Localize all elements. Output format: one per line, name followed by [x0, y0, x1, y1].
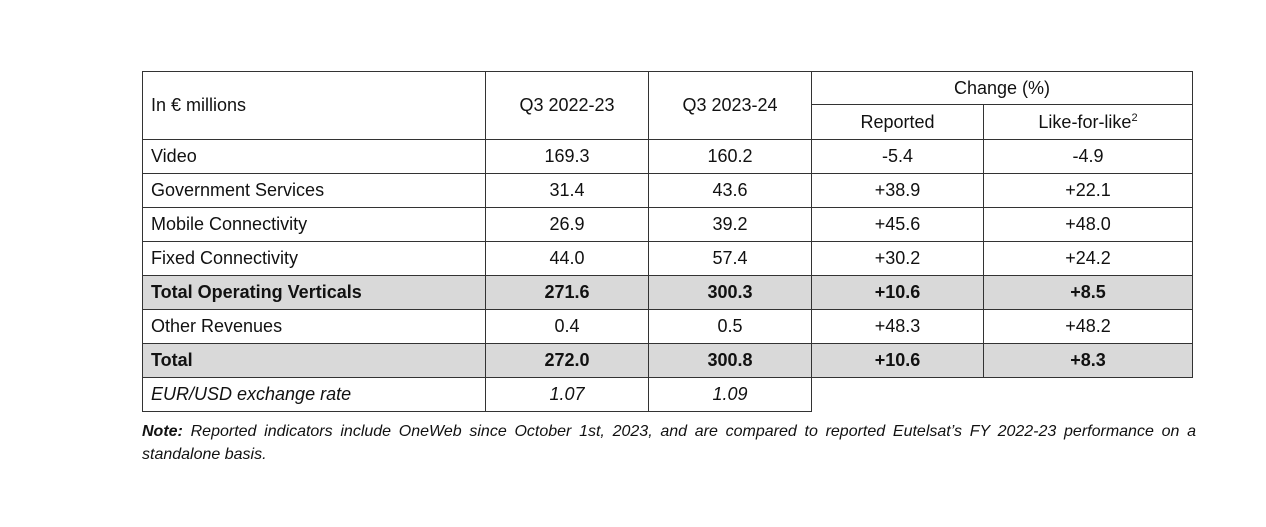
subtotal-row: Total Operating Verticals 271.6 300.3 +1… — [142, 275, 1193, 310]
cell-reported: +10.6 — [811, 275, 984, 310]
unit-label: In € millions — [142, 71, 486, 140]
row-label: Total — [142, 343, 486, 378]
row-label: Total Operating Verticals — [142, 275, 486, 310]
cell-q3-2023-24: 43.6 — [648, 173, 812, 208]
row-label: Video — [142, 139, 486, 174]
cell-q3-2022-23: 169.3 — [485, 139, 649, 174]
cell-q3-2023-24: 300.3 — [648, 275, 812, 310]
cell-like-for-like: +8.5 — [983, 275, 1193, 310]
cell-reported: -5.4 — [811, 139, 984, 174]
table-row: Other Revenues 0.4 0.5 +48.3 +48.2 — [142, 309, 1193, 344]
table-footnote: Note: Reported indicators include OneWeb… — [142, 420, 1196, 466]
cell-q3-2022-23: 0.4 — [485, 309, 649, 344]
cell-like-for-like: +48.2 — [983, 309, 1193, 344]
revenue-table: In € millions Q3 2022-23 Q3 2023-24 Chan… — [142, 71, 1193, 412]
header-row-2: Reported Like-for-like2 — [143, 104, 1193, 140]
cell-reported: +48.3 — [811, 309, 984, 344]
fx-rate-q3-2022-23: 1.07 — [485, 377, 649, 412]
cell-q3-2022-23: 272.0 — [485, 343, 649, 378]
table-row: Mobile Connectivity 26.9 39.2 +45.6 +48.… — [142, 207, 1193, 242]
cell-like-for-like: +48.0 — [983, 207, 1193, 242]
footnote-marker: 2 — [1131, 111, 1138, 124]
cell-reported: +38.9 — [811, 173, 984, 208]
note-prefix: Note: — [142, 423, 183, 440]
cell-like-for-like: +24.2 — [983, 241, 1193, 276]
change-group-header: Change (%) — [811, 71, 1193, 105]
cell-like-for-like: +8.3 — [983, 343, 1193, 378]
col-header-q3-2023-24: Q3 2023-24 — [648, 71, 812, 140]
row-label: Other Revenues — [142, 309, 486, 344]
col-header-q3-2022-23: Q3 2022-23 — [485, 71, 649, 140]
cell-q3-2022-23: 26.9 — [485, 207, 649, 242]
cell-like-for-like: -4.9 — [983, 139, 1193, 174]
cell-q3-2022-23: 271.6 — [485, 275, 649, 310]
cell-q3-2023-24: 300.8 — [648, 343, 812, 378]
col-header-like-for-like: Like-for-like2 — [983, 104, 1193, 140]
total-row: Total 272.0 300.8 +10.6 +8.3 — [142, 343, 1193, 378]
note-text: Reported indicators include OneWeb since… — [142, 423, 1196, 463]
cell-reported: +10.6 — [811, 343, 984, 378]
cell-q3-2023-24: 57.4 — [648, 241, 812, 276]
table-row: Fixed Connectivity 44.0 57.4 +30.2 +24.2 — [142, 241, 1193, 276]
cell-reported: +30.2 — [811, 241, 984, 276]
cell-q3-2023-24: 0.5 — [648, 309, 812, 344]
col-header-reported: Reported — [811, 104, 984, 140]
cell-like-for-like: +22.1 — [983, 173, 1193, 208]
cell-q3-2023-24: 160.2 — [648, 139, 812, 174]
cell-reported: +45.6 — [811, 207, 984, 242]
fx-rate-q3-2023-24: 1.09 — [648, 377, 812, 412]
table-row: Video 169.3 160.2 -5.4 -4.9 — [142, 139, 1193, 174]
row-label: Government Services — [142, 173, 486, 208]
table-row: Government Services 31.4 43.6 +38.9 +22.… — [142, 173, 1193, 208]
empty-cell — [812, 378, 984, 412]
row-label: Mobile Connectivity — [142, 207, 486, 242]
fx-rate-row: EUR/USD exchange rate 1.07 1.09 — [142, 377, 1193, 412]
fx-rate-label: EUR/USD exchange rate — [142, 377, 486, 412]
cell-q3-2022-23: 31.4 — [485, 173, 649, 208]
cell-q3-2023-24: 39.2 — [648, 207, 812, 242]
row-label: Fixed Connectivity — [142, 241, 486, 276]
like-for-like-text: Like-for-like — [1038, 111, 1132, 132]
empty-cell — [984, 378, 1193, 412]
header-row-1: In € millions Q3 2022-23 Q3 2023-24 Chan… — [142, 71, 1193, 140]
cell-q3-2022-23: 44.0 — [485, 241, 649, 276]
